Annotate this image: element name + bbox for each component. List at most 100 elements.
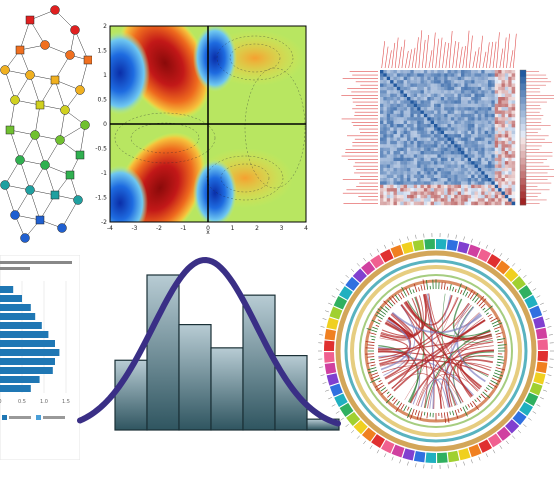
heatmap-cell	[481, 73, 485, 77]
heatmap-cell	[474, 181, 479, 185]
heatmap-cell	[454, 103, 458, 108]
heatmap-cell	[434, 174, 438, 179]
network-node	[57, 223, 67, 233]
circos-histogram-tick	[480, 393, 486, 399]
circos-histogram-tick	[496, 338, 506, 341]
circos-outer-segment	[412, 239, 425, 252]
heatmap-cell	[461, 171, 465, 175]
heatmap-cell	[434, 171, 438, 175]
heatmap-cell	[474, 154, 479, 158]
heatmap-cell	[407, 127, 411, 131]
heatmap-cell	[447, 147, 452, 152]
circos-histogram-tick	[485, 387, 490, 391]
heatmap-cell	[403, 171, 408, 175]
heatmap-cell	[417, 151, 421, 155]
heatmap-cell	[471, 76, 475, 81]
heatmap-cell	[407, 110, 411, 115]
heatmap-cell	[484, 137, 489, 142]
heatmap-cell	[410, 120, 414, 125]
heatmap-cell	[393, 120, 398, 125]
heatmap-cell	[400, 90, 404, 94]
heatmap-cell	[491, 137, 495, 142]
heatmap-cell	[471, 184, 475, 189]
heatmap-cell	[423, 110, 428, 115]
heatmap-cell	[467, 201, 472, 206]
heatmap-cell	[464, 73, 468, 77]
heatmap-cell	[491, 100, 495, 104]
heatmap-cell	[457, 134, 462, 138]
heatmap-cell	[484, 80, 489, 84]
heatmap-cell	[444, 198, 448, 202]
network-node	[20, 233, 30, 243]
circos-outer-tick	[331, 404, 336, 407]
heatmap-cell	[413, 188, 418, 192]
heatmap-cell	[430, 201, 435, 206]
heatmap-cell	[474, 120, 479, 125]
heatmap-cell	[390, 134, 394, 138]
heatmap-cell	[501, 178, 506, 182]
circos-histogram-tick	[371, 319, 381, 325]
heatmap-cell	[464, 117, 468, 121]
contour-svg: -4 -3 -2 -1 0 1 2 3 4 21.510.50-0.5-1-1.5-2 x	[95, 23, 308, 236]
heatmap-cell	[501, 73, 506, 77]
circos-outer-segment	[390, 244, 404, 258]
heatmap-cell	[481, 130, 485, 135]
heatmap-cell	[508, 188, 512, 192]
heatmap-cell	[488, 151, 492, 155]
heatmap-cell	[423, 103, 428, 108]
heatmap-cell	[437, 188, 441, 192]
heatmap-cell	[430, 171, 435, 175]
heatmap-cell	[484, 90, 489, 94]
heatmap-cell	[467, 117, 472, 121]
heatmap-cell	[461, 100, 465, 104]
heatmap-cell	[450, 100, 455, 104]
heatmap-cell	[420, 201, 425, 206]
circos-outer-tick	[523, 424, 527, 428]
heatmap-cell	[504, 147, 509, 152]
heatmap-cell	[484, 140, 489, 145]
heatmap-cell	[457, 117, 462, 121]
heatmap-cell	[420, 198, 425, 202]
heatmap-cell	[447, 76, 452, 81]
heatmap-cell	[444, 97, 448, 101]
circos-outer-segment	[402, 448, 415, 461]
heatmap-cell	[498, 97, 502, 101]
heatmap-cell	[420, 113, 425, 118]
heatmap-cell	[471, 90, 475, 94]
heatmap-cell	[407, 93, 411, 98]
network-edge	[9, 129, 21, 161]
heatmap-cell	[417, 90, 421, 94]
circos-histogram-tick	[443, 282, 446, 290]
heatmap-cell	[457, 167, 462, 172]
circos-outer-tick	[485, 453, 488, 458]
heatmap-cell	[390, 188, 394, 192]
heatmap-cell	[440, 154, 445, 158]
heatmap-cell	[491, 201, 495, 206]
heatmap-cell	[447, 184, 452, 189]
circos-histogram-tick	[406, 406, 410, 411]
heatmap-cell	[427, 73, 431, 77]
heatmap-cell	[450, 151, 455, 155]
bar-x-tick-label: 0	[0, 399, 2, 405]
heatmap-cell	[457, 103, 462, 108]
heatmap-cell	[420, 161, 425, 165]
circos-outer-tick	[369, 445, 373, 449]
heatmap-cell	[471, 198, 475, 202]
heatmap-cell	[437, 117, 441, 121]
heatmap-cell	[440, 174, 445, 179]
heatmap-cell	[508, 80, 512, 84]
heatmap-cell	[464, 144, 468, 148]
heatmap-cell	[437, 167, 441, 172]
circos-outer-tick	[407, 461, 409, 466]
heatmap-cell	[383, 147, 387, 152]
heatmap-cell	[383, 157, 387, 162]
heatmap-cell	[508, 140, 512, 145]
heatmap-cell	[471, 97, 475, 101]
heatmap-cell	[407, 201, 411, 206]
heatmap-cell	[407, 184, 411, 189]
heatmap-cell	[504, 107, 509, 111]
heatmap-cell	[481, 164, 485, 169]
heatmap-cell	[498, 130, 502, 135]
heatmap-cell	[474, 73, 479, 77]
heatmap-cell	[488, 181, 492, 185]
